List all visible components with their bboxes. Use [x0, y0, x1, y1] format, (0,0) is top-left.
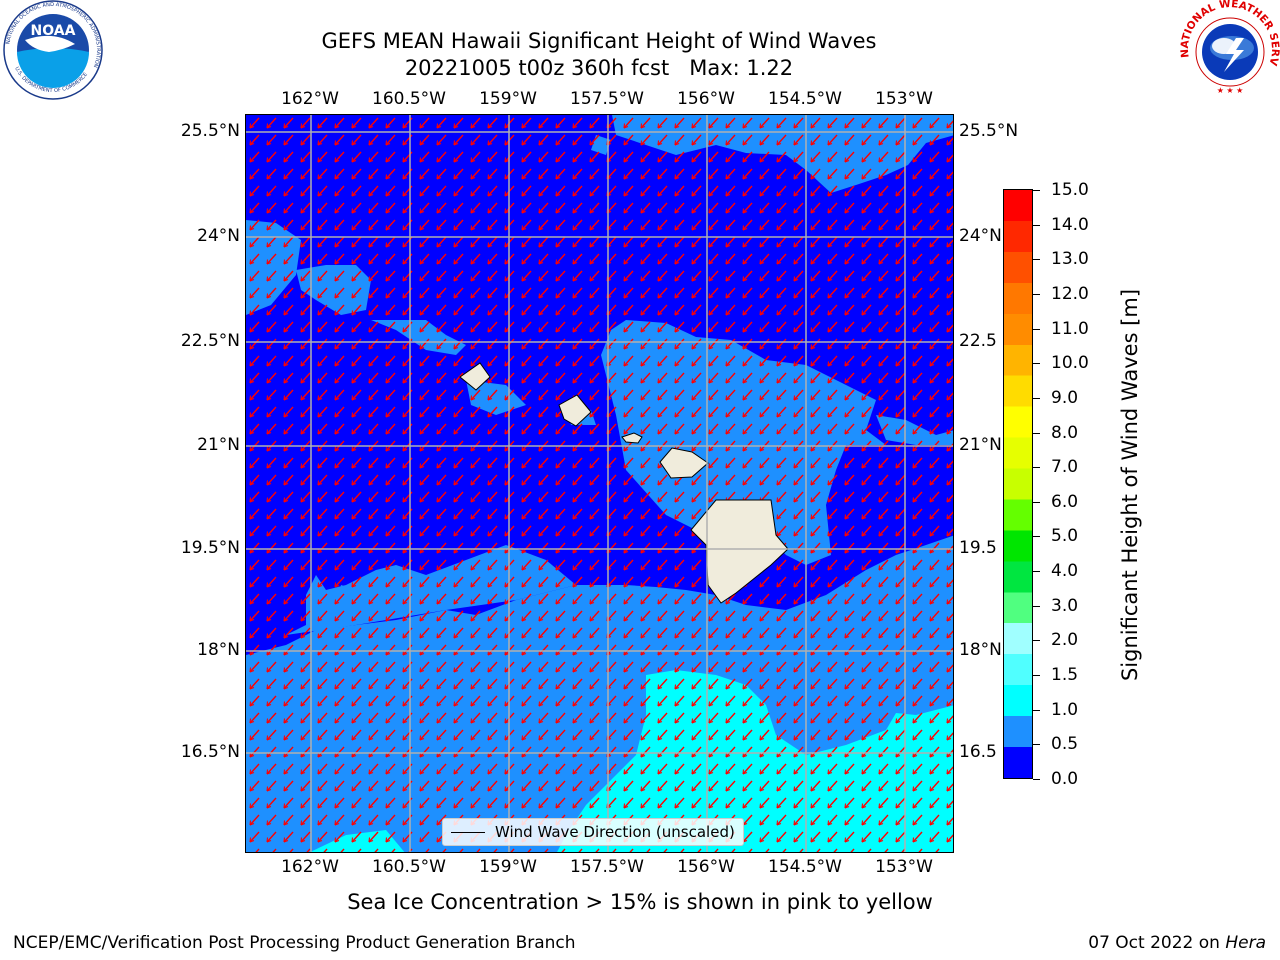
lat-tick-left: 25.5°N: [180, 121, 240, 141]
lat-tick-right: 24°N: [959, 226, 1002, 246]
lat-tick-left: 22.5°N: [180, 331, 240, 351]
lat-tick-left: 18°N: [197, 640, 240, 660]
lon-tick-bottom: 154.5°W: [768, 857, 842, 877]
colorbar-label: 0.0: [1051, 769, 1079, 789]
wave-height-map: [246, 115, 953, 852]
noaa-logo: NOAA NATIONAL OCEANIC AND ATMOSPHERIC AD…: [3, 0, 103, 100]
colorbar-label: 6.0: [1051, 491, 1079, 512]
footer-machine: Hera: [1225, 933, 1266, 953]
colorbar-label: 3.0: [1051, 595, 1079, 616]
colorbar-label: 10.0: [1051, 353, 1089, 374]
colorbar-tick-mark: [1033, 779, 1040, 780]
colorbar-tick-mark: [1033, 224, 1040, 226]
colorbar-label: 13.0: [1051, 249, 1089, 270]
lat-tick-right: 18°N: [959, 640, 1002, 660]
colorbar-label: 9.0: [1051, 387, 1079, 408]
map-gridlines: [246, 115, 953, 852]
lon-tick-top: 154.5°W: [768, 89, 842, 109]
lon-tick-bottom: 159°W: [479, 857, 537, 877]
colorbar-tick-mark: [1033, 259, 1040, 261]
nws-logo: NATIONAL WEATHER SERVICE ★ ★ ★: [1180, 0, 1280, 95]
lon-tick-bottom: 156°W: [677, 857, 735, 877]
colorbar-tick-mark: [1033, 293, 1040, 295]
colorbar-label: 7.0: [1051, 457, 1079, 478]
colorbar-tick-mark: [1033, 397, 1040, 399]
lon-tick-bottom: 153°W: [875, 857, 933, 877]
colorbar-label: 8.0: [1051, 422, 1079, 443]
colorbar-label: 0.5: [1051, 734, 1079, 755]
lat-tick-right: 22.5: [959, 331, 997, 351]
lon-tick-bottom: 157.5°W: [570, 857, 644, 877]
colorbar-tick-mark: [1033, 709, 1040, 711]
island-maui: [659, 447, 709, 479]
lon-tick-top: 162°W: [281, 89, 339, 109]
colorbar-tick-mark: [1033, 536, 1040, 538]
colorbar-label: 4.0: [1051, 561, 1079, 582]
colorbar-tick-mark: [1033, 467, 1040, 469]
colorbar-tick-mark: [1033, 605, 1040, 607]
colorbar-label: 5.0: [1051, 526, 1079, 547]
island-kauai: [459, 362, 491, 391]
lon-tick-top: 156°W: [677, 89, 735, 109]
colorbar-tick-mark: [1033, 190, 1040, 191]
colorbar-tick-mark: [1033, 432, 1040, 434]
colorbar-label: 2.0: [1051, 630, 1079, 651]
colorbar-title: Significant Height of Wind Waves [m]: [1118, 288, 1142, 682]
hawaiian-islands: [459, 362, 789, 604]
colorbar-tick-mark: [1033, 501, 1040, 503]
colorbar-label: 14.0: [1051, 214, 1089, 235]
chart-title: GEFS MEAN Hawaii Significant Height of W…: [321, 29, 877, 53]
lon-tick-bottom: 160.5°W: [372, 857, 446, 877]
lon-tick-top: 160.5°W: [372, 89, 446, 109]
colorbar-label: 12.0: [1051, 283, 1089, 304]
noaa-logo-text: NOAA: [31, 23, 76, 39]
legend-line-swatch: [451, 831, 485, 833]
colorbar-label: 1.0: [1051, 699, 1079, 720]
lat-tick-right: 19.5: [959, 538, 997, 558]
wave-direction-arrows: [246, 115, 953, 852]
lat-tick-right: 25.5°N: [959, 121, 1019, 141]
colorbar-tick-mark: [1033, 640, 1040, 642]
footer-credit: NCEP/EMC/Verification Post Processing Pr…: [13, 933, 576, 953]
lat-tick-left: 21°N: [197, 435, 240, 455]
footer-date: 07 Oct 2022 on Hera: [1088, 933, 1266, 953]
island-oahu: [558, 394, 592, 427]
colorbar-tick-mark: [1033, 363, 1040, 365]
lon-tick-top: 157.5°W: [570, 89, 644, 109]
lat-tick-right: 16.5: [959, 742, 997, 762]
map-legend: Wind Wave Direction (unscaled): [442, 818, 744, 846]
sea-ice-note: Sea Ice Concentration > 15% is shown in …: [347, 890, 933, 914]
colorbar-label: 15.0: [1051, 180, 1089, 200]
island-molokai: [621, 432, 643, 444]
lat-tick-right: 21°N: [959, 435, 1002, 455]
chart-subtitle: 20221005 t00z 360h fcst Max: 1.22: [404, 56, 794, 80]
legend-label: Wind Wave Direction (unscaled): [495, 823, 735, 841]
colorbar-tick-mark: [1033, 675, 1040, 677]
colorbar-label: 11.0: [1051, 318, 1089, 339]
lat-tick-left: 16.5°N: [180, 742, 240, 762]
colorbar: [1003, 189, 1033, 779]
colorbar-label: 1.5: [1051, 665, 1079, 686]
colorbar-tick-mark: [1033, 571, 1040, 573]
svg-text:★ ★ ★: ★ ★ ★: [1217, 86, 1244, 95]
colorbar-tick-mark: [1033, 744, 1040, 746]
lon-tick-top: 153°W: [875, 89, 933, 109]
lon-tick-top: 159°W: [479, 89, 537, 109]
lon-tick-bottom: 162°W: [281, 857, 339, 877]
map-plot-area: [245, 114, 954, 853]
lat-tick-left: 24°N: [197, 226, 240, 246]
colorbar-tick-mark: [1033, 328, 1040, 330]
lat-tick-left: 19.5°N: [180, 538, 240, 558]
